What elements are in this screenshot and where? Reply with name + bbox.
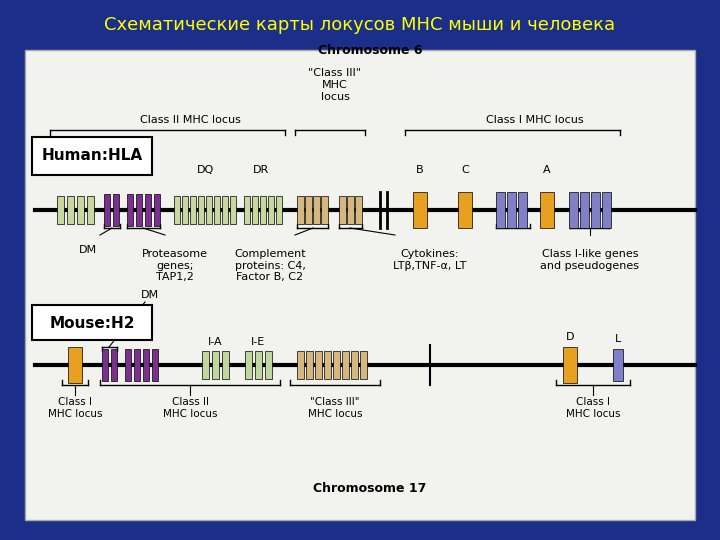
Bar [341, 351, 348, 379]
Bar [580, 192, 588, 228]
Bar [111, 349, 117, 381]
Text: Class I-like genes
and pseudogenes: Class I-like genes and pseudogenes [541, 249, 639, 271]
Bar [297, 196, 304, 224]
Text: Cytokines:
LTβ,TNF-α, LT: Cytokines: LTβ,TNF-α, LT [393, 249, 467, 271]
Bar [252, 196, 258, 224]
Bar [590, 192, 600, 228]
Text: K: K [71, 332, 78, 342]
Bar [305, 351, 312, 379]
Text: DR: DR [253, 165, 269, 175]
Bar [569, 192, 577, 228]
Text: I-A: I-A [207, 337, 222, 347]
Bar [206, 196, 212, 224]
Text: Class II MHC locus: Class II MHC locus [140, 115, 240, 125]
Text: Class I MHC locus: Class I MHC locus [486, 115, 584, 125]
Bar [540, 192, 554, 228]
Bar [56, 196, 63, 224]
Text: DM: DM [79, 245, 97, 255]
Bar [154, 194, 160, 226]
Bar [297, 351, 304, 379]
Bar [212, 351, 218, 379]
Bar [245, 351, 251, 379]
Bar [354, 196, 361, 224]
Bar [190, 196, 196, 224]
Text: Схематические карты локусов МНС мыши и человека: Схематические карты локусов МНС мыши и ч… [104, 16, 616, 34]
Bar [359, 351, 366, 379]
Bar [174, 196, 180, 224]
Bar [32, 137, 152, 175]
Bar [202, 351, 209, 379]
Bar [125, 349, 131, 381]
Bar [495, 192, 505, 228]
Bar [276, 196, 282, 224]
Bar [333, 351, 340, 379]
Bar [458, 192, 472, 228]
Bar [32, 305, 152, 340]
Bar [351, 351, 358, 379]
Text: I-E: I-E [251, 337, 265, 347]
Bar [260, 196, 266, 224]
Bar [563, 347, 577, 383]
Bar [346, 196, 354, 224]
Bar [323, 351, 330, 379]
Text: Class I
MHC locus: Class I MHC locus [48, 397, 102, 418]
Bar [25, 50, 695, 520]
Bar [68, 347, 82, 383]
Text: A: A [543, 165, 551, 175]
Bar [102, 349, 108, 381]
Bar [518, 192, 526, 228]
Text: DM: DM [141, 290, 159, 300]
Bar [264, 351, 271, 379]
Bar [613, 349, 623, 381]
Text: L: L [615, 334, 621, 344]
Bar [66, 196, 73, 224]
Bar [506, 192, 516, 228]
Bar [320, 196, 328, 224]
Bar [214, 196, 220, 224]
Text: Class II
MHC locus: Class II MHC locus [163, 397, 217, 418]
Text: "Class III"
MHC
locus: "Class III" MHC locus [308, 69, 361, 102]
Text: Chromosome 6: Chromosome 6 [318, 44, 422, 57]
Bar [143, 349, 149, 381]
Text: "Class III"
MHC locus: "Class III" MHC locus [307, 397, 362, 418]
Bar [145, 194, 151, 226]
Text: Proteasome
genes;
TAP1,2: Proteasome genes; TAP1,2 [142, 249, 208, 282]
Bar [127, 194, 133, 226]
Bar [268, 196, 274, 224]
Bar [136, 194, 142, 226]
Bar [182, 196, 188, 224]
Bar [222, 351, 228, 379]
Text: D: D [566, 332, 575, 342]
Bar [244, 196, 250, 224]
Bar [222, 196, 228, 224]
Bar [134, 349, 140, 381]
Text: DP: DP [68, 165, 83, 175]
Text: C: C [461, 165, 469, 175]
Text: B: B [416, 165, 424, 175]
Bar [104, 194, 110, 226]
Text: Complement
proteins: C4,
Factor B, C2: Complement proteins: C4, Factor B, C2 [234, 249, 306, 282]
Bar [198, 196, 204, 224]
Bar [152, 349, 158, 381]
Text: Mouse:H2: Mouse:H2 [49, 315, 135, 330]
Bar [305, 196, 312, 224]
Bar [254, 351, 261, 379]
Bar [413, 192, 427, 228]
Bar [601, 192, 611, 228]
Bar [113, 194, 119, 226]
Bar [230, 196, 236, 224]
Bar [76, 196, 84, 224]
Text: Human:HLA: Human:HLA [42, 148, 143, 164]
Bar [315, 351, 322, 379]
Text: DQ: DQ [197, 165, 214, 175]
Text: Class I
MHC locus: Class I MHC locus [566, 397, 620, 418]
Bar [338, 196, 346, 224]
Text: Chromosome 17: Chromosome 17 [313, 482, 427, 495]
Bar [312, 196, 320, 224]
Bar [86, 196, 94, 224]
